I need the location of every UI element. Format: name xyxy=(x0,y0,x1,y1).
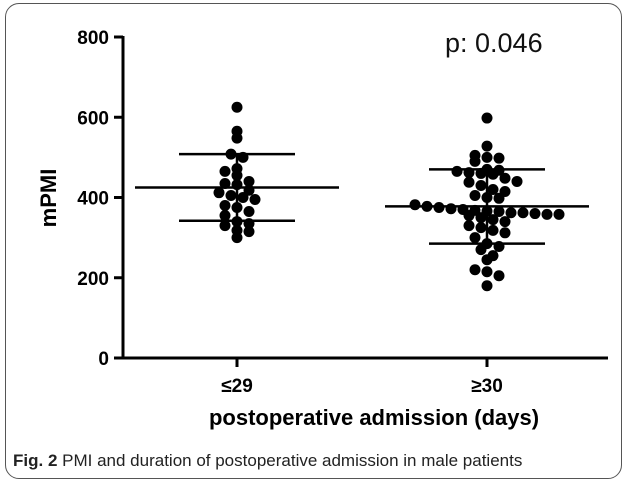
data-point xyxy=(487,224,499,236)
data-point xyxy=(219,165,231,177)
data-point xyxy=(445,203,457,215)
data-point xyxy=(481,112,493,124)
data-point xyxy=(511,175,523,187)
data-point xyxy=(481,254,493,266)
data-point xyxy=(475,244,487,256)
caption-label: Fig. 2 xyxy=(13,451,58,470)
data-point xyxy=(231,132,243,144)
data-point xyxy=(481,151,493,163)
data-point xyxy=(499,216,511,228)
data-point xyxy=(219,210,231,222)
y-tick-label: 0 xyxy=(98,349,109,370)
data-point xyxy=(409,199,421,211)
data-point xyxy=(219,200,231,212)
data-point xyxy=(553,208,565,220)
data-point xyxy=(487,214,499,226)
data-point xyxy=(219,220,231,232)
figure-frame xyxy=(5,3,622,479)
y-tick-label: 600 xyxy=(77,108,109,129)
y-tick-label: 800 xyxy=(77,28,109,49)
data-point xyxy=(249,194,261,206)
y-ticks: 0 200 400 600 800 xyxy=(77,28,123,370)
data-group xyxy=(135,101,339,244)
data-group xyxy=(385,112,589,292)
data-point xyxy=(487,168,499,180)
data-point xyxy=(469,264,481,276)
data-point xyxy=(517,207,529,219)
y-tick-label: 400 xyxy=(77,189,109,210)
data-point xyxy=(469,232,481,244)
data-point xyxy=(451,165,463,177)
data-point xyxy=(463,176,475,188)
data-point xyxy=(475,222,487,234)
data-point xyxy=(231,232,243,244)
data-point xyxy=(213,187,225,199)
x-axis-title: postoperative admission (days) xyxy=(209,405,539,430)
data-point xyxy=(237,192,249,203)
data-point xyxy=(475,179,487,191)
data-point xyxy=(463,220,475,232)
scatter-plot: 0 200 400 600 800 ≤29 ≥30 mPMI postoperative … xyxy=(36,28,608,430)
data-point xyxy=(505,207,517,219)
data-point xyxy=(499,227,511,239)
data-point xyxy=(463,210,475,222)
caption-text: PMI and duration of postoperative admiss… xyxy=(62,451,523,470)
data-point xyxy=(493,206,505,218)
data-point xyxy=(529,208,541,220)
data-point xyxy=(493,270,505,282)
y-axis-title: mPMI xyxy=(36,169,61,228)
data-point xyxy=(219,177,231,189)
data-point xyxy=(469,155,481,167)
data-point xyxy=(499,172,511,184)
x-tick-label: ≤29 xyxy=(221,376,253,397)
x-tick-label: ≥30 xyxy=(471,376,503,397)
data-point xyxy=(243,226,255,238)
data-point xyxy=(481,140,493,152)
data-point xyxy=(541,208,553,220)
data-point xyxy=(469,189,481,201)
data-point xyxy=(243,175,255,187)
data-point xyxy=(475,167,487,179)
data-point xyxy=(487,183,499,195)
data-point xyxy=(481,266,493,278)
data-point xyxy=(493,192,505,204)
data-point xyxy=(231,101,243,113)
y-tick-label: 200 xyxy=(77,269,109,290)
data-point xyxy=(243,206,255,218)
data-groups xyxy=(135,101,589,292)
data-point xyxy=(475,212,487,224)
p-value-annotation: p: 0.046 xyxy=(445,28,543,58)
data-point xyxy=(225,189,237,201)
x-ticks: ≤29 ≥30 xyxy=(221,358,503,397)
data-point xyxy=(493,152,505,164)
figure-caption: Fig. 2 PMI and duration of postoperative… xyxy=(13,451,522,471)
data-point xyxy=(481,280,493,292)
